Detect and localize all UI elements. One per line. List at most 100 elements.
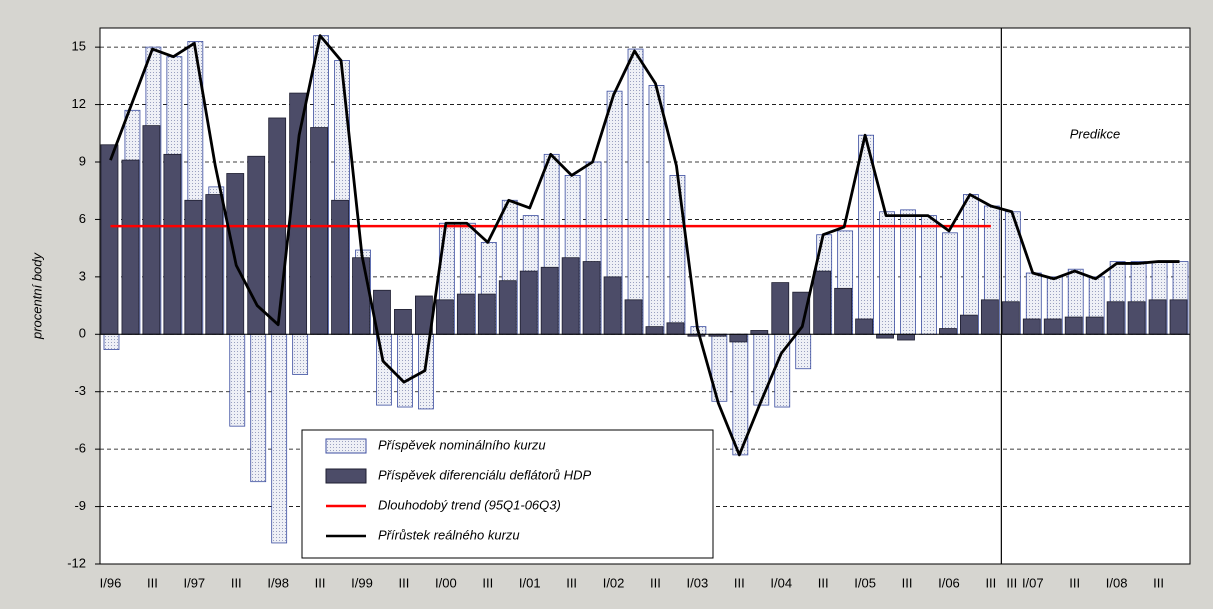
bar (331, 199, 349, 335)
legend-swatch (325, 438, 367, 454)
x-tick-label: III (1006, 575, 1017, 590)
bar (939, 328, 957, 335)
bar (1022, 318, 1041, 335)
bar (477, 293, 496, 335)
x-tick-label: I/98 (267, 575, 289, 590)
x-tick-label: I/04 (770, 575, 792, 590)
bar (352, 257, 370, 335)
x-tick-label: III (566, 575, 577, 590)
x-tick-label: III (231, 575, 242, 590)
bar (1085, 316, 1104, 335)
x-tick-label: III (985, 575, 996, 590)
bar (750, 330, 769, 335)
y-tick-label: 15 (72, 39, 86, 54)
y-tick-label: 0 (79, 326, 86, 341)
bar (669, 174, 686, 335)
bar (876, 333, 894, 339)
x-tick-label: I/97 (183, 575, 205, 590)
bar (980, 299, 999, 335)
bar (627, 48, 644, 335)
x-tick-label: III (734, 575, 745, 590)
bar (582, 261, 601, 335)
bar (1043, 318, 1062, 335)
bar (561, 257, 580, 335)
bar (648, 85, 665, 335)
x-tick-label: I/96 (100, 575, 122, 590)
legend-label: Příspěvek nominálního kurzu (378, 437, 546, 452)
bar (250, 333, 267, 483)
bar (900, 209, 916, 335)
legend-swatch (325, 468, 367, 484)
y-tick-label: -9 (74, 498, 86, 513)
x-tick-label: III (147, 575, 158, 590)
x-tick-label: I/08 (1106, 575, 1128, 590)
bar (645, 326, 664, 335)
x-tick-label: I/00 (435, 575, 457, 590)
legend-label: Příspěvek diferenciálu deflátorů HDP (378, 467, 591, 482)
x-tick-label: III (1153, 575, 1164, 590)
x-tick-label: III (482, 575, 493, 590)
bar (205, 194, 224, 335)
bar (771, 282, 790, 335)
bar (184, 199, 203, 335)
bar (942, 232, 958, 335)
bar (963, 194, 979, 335)
bar (1148, 299, 1167, 335)
x-tick-label: III (902, 575, 913, 590)
bar (142, 125, 161, 335)
bar (456, 293, 475, 335)
bar (813, 270, 832, 335)
bar (1064, 316, 1083, 335)
x-tick-label: I/06 (938, 575, 960, 590)
bar (1127, 301, 1146, 335)
bar (100, 144, 119, 335)
legend-label: Přírůstek reálného kurzu (378, 527, 520, 542)
bar (960, 314, 978, 335)
y-axis-label: procentní body (29, 252, 44, 341)
x-tick-label: I/02 (603, 575, 625, 590)
bar (834, 287, 853, 335)
bar (603, 276, 622, 335)
y-tick-label: -3 (74, 383, 86, 398)
y-tick-label: 6 (79, 211, 86, 226)
bar (858, 134, 874, 335)
bar (879, 211, 895, 335)
bar (666, 322, 685, 335)
bar (394, 308, 412, 335)
x-tick-label: III (399, 575, 410, 590)
bar (624, 299, 643, 335)
y-tick-label: 3 (79, 268, 86, 283)
bar (121, 159, 140, 335)
x-tick-label: III (315, 575, 326, 590)
y-tick-label: 12 (72, 96, 86, 111)
x-tick-label: III (818, 575, 829, 590)
bar (729, 333, 748, 343)
legend-box (301, 429, 714, 559)
bar (519, 270, 538, 335)
legend-label: Dlouhodobý trend (95Q1-06Q3) (378, 497, 561, 512)
bar (540, 266, 559, 335)
x-tick-label: I/07 (1022, 575, 1044, 590)
legend: Příspěvek nominálního kurzu Příspěvek dif… (301, 429, 714, 559)
bar (271, 333, 288, 544)
x-tick-label: III (1069, 575, 1080, 590)
bar (795, 333, 812, 370)
bar (897, 333, 915, 341)
annotation: Predikce (1070, 126, 1121, 141)
bar (163, 153, 182, 335)
bar (292, 333, 309, 375)
x-tick-label: I/01 (519, 575, 541, 590)
x-tick-label: I/03 (687, 575, 709, 590)
y-tick-label: -6 (74, 441, 86, 456)
x-tick-label: I/99 (351, 575, 373, 590)
bar (435, 299, 454, 335)
bar (310, 127, 328, 335)
bar (921, 215, 937, 335)
bar (753, 333, 770, 406)
bar (229, 333, 246, 427)
bar (247, 155, 266, 335)
bar (1106, 301, 1125, 335)
x-tick-label: I/05 (854, 575, 876, 590)
y-tick-label: -12 (67, 555, 86, 570)
